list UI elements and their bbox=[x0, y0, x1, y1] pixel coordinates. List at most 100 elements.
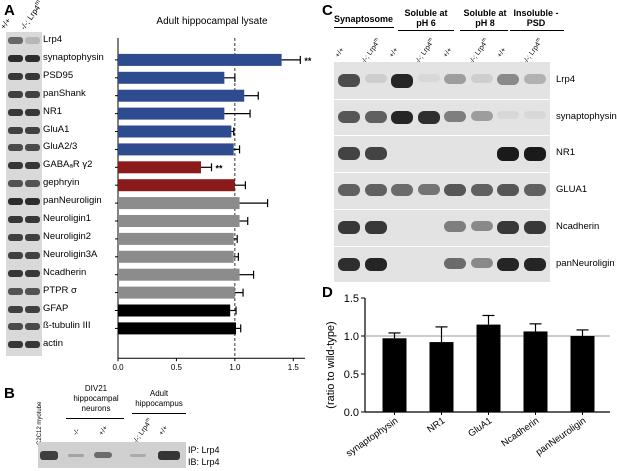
chart-a-x-tick-label: 1.0 bbox=[229, 363, 241, 372]
a-row-label: GABAₐR γ2 bbox=[43, 159, 93, 171]
c-blot-band bbox=[391, 74, 413, 88]
a-blot-band bbox=[25, 54, 40, 62]
a-blot-band bbox=[25, 108, 40, 116]
b-band-div-ko bbox=[68, 454, 84, 457]
b-band-div-wt bbox=[94, 452, 112, 458]
chart-d-y-tick-label: 1.5 bbox=[344, 293, 359, 305]
c-row-label: Ncadherin bbox=[556, 220, 600, 232]
c-blot-band bbox=[417, 74, 440, 83]
c2c12-label: C2C12 myotube bbox=[37, 401, 43, 445]
chart-a-bar bbox=[118, 286, 235, 299]
a-blot-band bbox=[25, 323, 40, 331]
b-lane-2: +/+ bbox=[98, 424, 110, 438]
a-blot-band bbox=[8, 305, 23, 313]
a-blot-band bbox=[25, 216, 40, 223]
c-underline-1 bbox=[334, 27, 394, 28]
chart-a-significance: ** bbox=[304, 56, 312, 66]
chart-d-y-tick-label: 1.0 bbox=[344, 331, 359, 343]
c-blot-band bbox=[523, 184, 546, 196]
c-blot-band bbox=[523, 257, 546, 272]
c-blot-band bbox=[364, 257, 387, 272]
chart-d-bar bbox=[476, 324, 501, 412]
a-blot-band bbox=[8, 72, 23, 80]
a-blot-band bbox=[8, 233, 23, 241]
c-blot-band bbox=[391, 110, 413, 125]
adult-underline bbox=[132, 413, 186, 414]
a-row-label: GFAP bbox=[43, 302, 69, 314]
c-lane-label: +/+ bbox=[442, 46, 454, 59]
a-blot-band bbox=[8, 251, 23, 259]
c-row-separator bbox=[334, 98, 550, 100]
c-lane-label: -/-; Lrp4m bbox=[360, 36, 381, 66]
panel-c-letter: C bbox=[322, 2, 333, 19]
chart-d-x-tick-label: GluA1 bbox=[466, 415, 494, 439]
c-group-ph6: Soluble at pH 6 bbox=[404, 8, 448, 28]
a-blot-band bbox=[8, 216, 23, 223]
chart-a-bar bbox=[118, 161, 201, 174]
c-blot-band bbox=[338, 257, 360, 271]
a-blot-band bbox=[8, 54, 23, 62]
c-group-synaptosome: Synaptosome bbox=[334, 14, 394, 24]
a-blot-band bbox=[8, 90, 23, 98]
chart-d-x-tick-label: Ncadherin bbox=[499, 415, 541, 449]
lane-ko-label: -/-; Lrp4m bbox=[18, 0, 43, 32]
a-blot-band bbox=[25, 198, 40, 206]
panel-a-blot-strip bbox=[6, 32, 42, 356]
c-blot-band bbox=[523, 147, 546, 162]
chart-a-bar bbox=[118, 250, 234, 263]
a-row-label: synaptophysin bbox=[43, 51, 104, 63]
panel-d-letter: D bbox=[322, 284, 333, 301]
chart-a-bar bbox=[118, 322, 237, 335]
panel-a-bar-chart: Adult hippocampal lysate0.00.51.01.5(rat… bbox=[112, 16, 312, 372]
a-blot-band bbox=[8, 144, 23, 152]
a-blot-band bbox=[8, 180, 23, 188]
c-blot-band bbox=[364, 220, 387, 234]
chart-a-bar bbox=[118, 197, 240, 210]
a-row-label: NR1 bbox=[43, 105, 63, 117]
c-lane-label: +/+ bbox=[388, 46, 400, 59]
b-band-adult-ko bbox=[130, 454, 146, 457]
c-row-label: Lrp4 bbox=[556, 74, 576, 85]
c-underline-2 bbox=[398, 30, 454, 31]
a-blot-band bbox=[25, 72, 40, 80]
c-lane-label: -/-; Lrp4m bbox=[414, 36, 435, 66]
chart-a-bar bbox=[118, 143, 234, 156]
a-blot-band bbox=[25, 126, 40, 134]
a-blot-band bbox=[25, 180, 40, 188]
chart-d-bar bbox=[523, 331, 548, 412]
c-blot-band bbox=[470, 257, 493, 269]
a-blot-band bbox=[8, 108, 23, 116]
chart-d-x-tick-label: synaptophysin bbox=[344, 415, 400, 459]
c-blot-band bbox=[470, 184, 493, 196]
c-blot-band bbox=[497, 184, 519, 197]
a-row-label: Lrp4 bbox=[43, 34, 63, 45]
a-row-label: GluA2/3 bbox=[43, 141, 78, 153]
chart-a-x-tick-label: 0.5 bbox=[171, 363, 183, 372]
a-blot-band bbox=[25, 37, 40, 44]
c-row-label: synaptophysin bbox=[556, 110, 617, 122]
a-blot-band bbox=[8, 269, 23, 277]
a-blot-band bbox=[25, 287, 40, 295]
c-underline-4 bbox=[510, 30, 564, 31]
c-blot-band bbox=[470, 74, 493, 83]
a-blot-band bbox=[25, 90, 40, 98]
chart-a-bar bbox=[118, 215, 240, 227]
chart-a-bar bbox=[118, 179, 235, 192]
chart-a-bar bbox=[118, 304, 231, 317]
chart-a-bar bbox=[118, 232, 234, 245]
c-blot-band bbox=[444, 220, 466, 232]
c-lane-label: +/+ bbox=[334, 46, 346, 59]
chart-a-bar bbox=[118, 125, 232, 138]
c-blot-band bbox=[338, 184, 360, 196]
a-row-label: panShank bbox=[43, 87, 86, 99]
c-row-separator bbox=[334, 245, 550, 247]
c-blot-band bbox=[497, 110, 519, 119]
a-row-label: Ncadherin bbox=[43, 266, 87, 278]
panel-a-letter: A bbox=[4, 2, 15, 19]
a-row-label: PSD95 bbox=[43, 69, 74, 81]
a-blot-band bbox=[25, 233, 40, 241]
a-blot-band bbox=[8, 198, 23, 206]
a-blot-band bbox=[8, 341, 23, 349]
c-row-label: NR1 bbox=[556, 147, 576, 159]
c-blot-band bbox=[338, 110, 360, 123]
